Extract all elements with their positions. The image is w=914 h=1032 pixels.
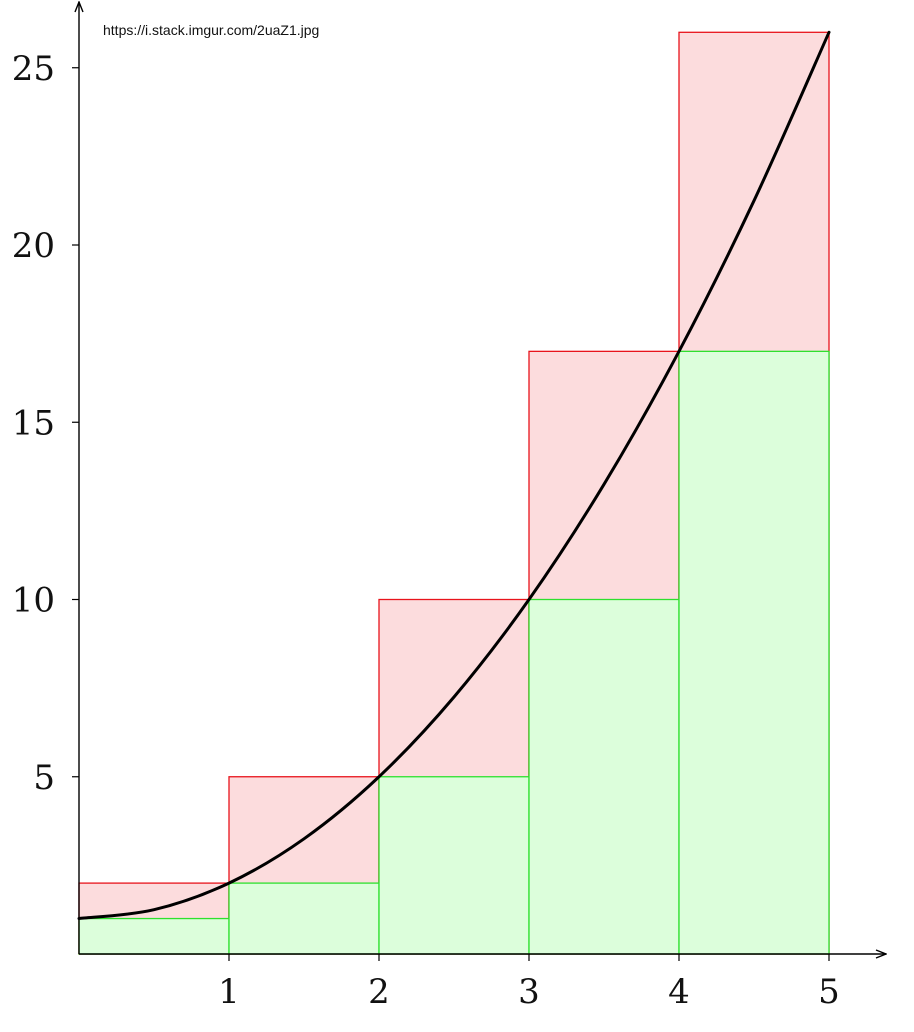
- axes-layer: [79, 2, 886, 954]
- lower-bar-1: [78, 917, 230, 955]
- x-tick-label-1: 1: [218, 972, 240, 1012]
- ticks-layer: 1 2 3 4 5 5 10 15 20 25: [12, 49, 840, 1012]
- x-tick-label-4: 4: [668, 972, 690, 1012]
- y-tick-label-20: 20: [12, 226, 55, 266]
- lower-bar-2: [228, 882, 380, 955]
- y-tick-label-5: 5: [33, 758, 55, 798]
- function-curve: [77, 30, 831, 921]
- y-tick-label-10: 10: [12, 581, 55, 621]
- y-tick-label-25: 25: [12, 49, 55, 89]
- lower-bar-3: [378, 776, 530, 955]
- lower-bar-5: [678, 350, 830, 955]
- x-tick-label-2: 2: [368, 972, 390, 1012]
- function-curve-layer: [77, 30, 831, 921]
- y-tick-label-15: 15: [12, 403, 55, 443]
- lower-sum-bars: [78, 350, 830, 955]
- source-url-text: https://i.stack.imgur.com/2uaZ1.jpg: [103, 22, 320, 38]
- x-tick-label-3: 3: [518, 972, 540, 1012]
- x-tick-label-5: 5: [818, 972, 840, 1012]
- lower-bar-4: [528, 598, 680, 955]
